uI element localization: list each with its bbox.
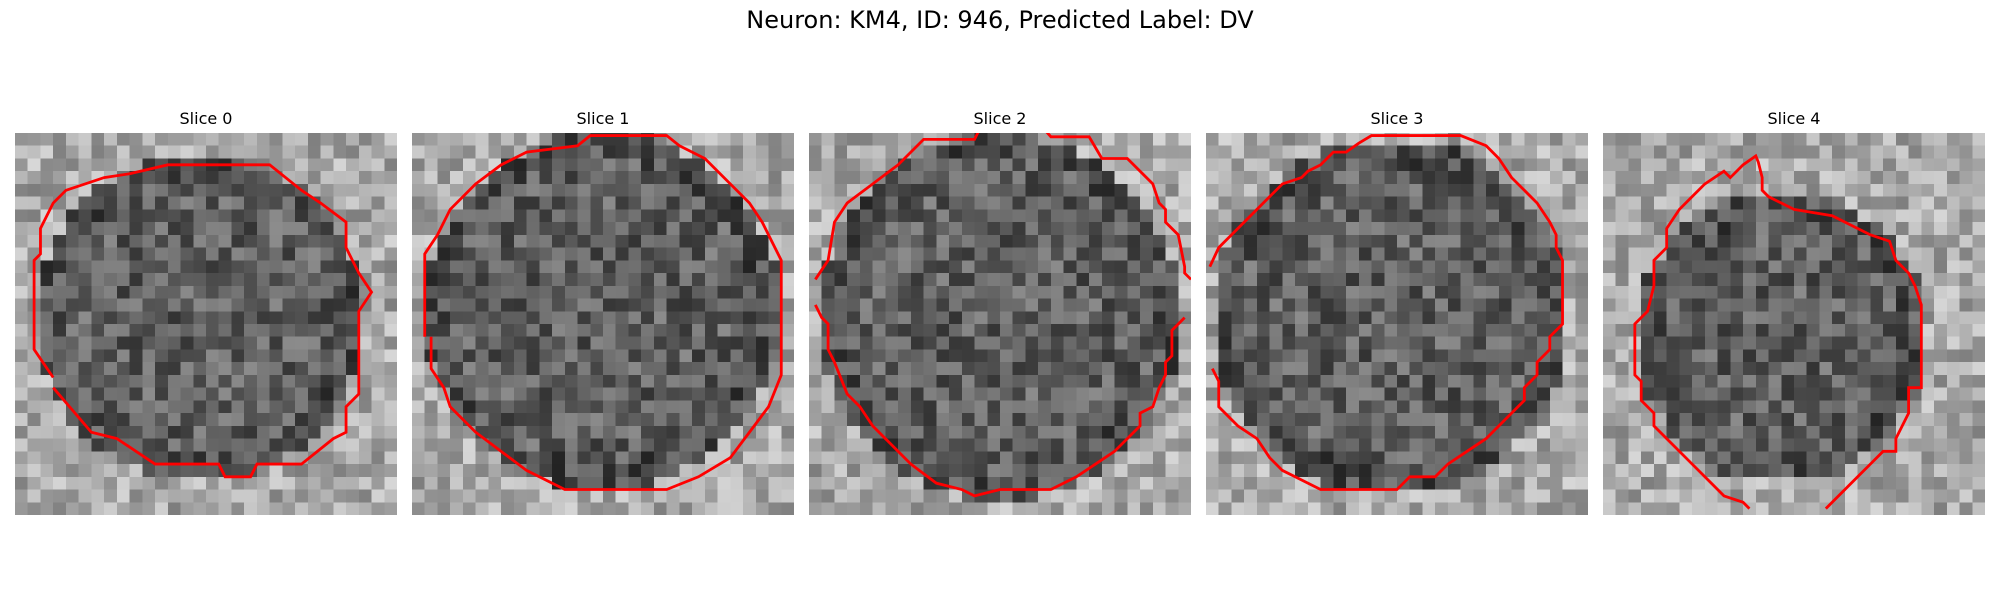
figure-title: Neuron: KM4, ID: 946, Predicted Label: D… [746, 6, 1254, 34]
slice-title-1: Slice 1 [576, 109, 630, 128]
slice-title-0: Slice 0 [179, 109, 233, 128]
segmentation-contour-0 [32, 163, 374, 479]
segmentation-contour-2b [1045, 133, 1191, 281]
slice-title-4: Slice 4 [1767, 109, 1821, 128]
slice-panel-1: Slice 1 [412, 108, 794, 515]
segmentation-contour-2c [814, 304, 1186, 498]
slice-image-0 [15, 133, 397, 515]
slice-panel-0: Slice 0 [15, 108, 397, 515]
segmentation-contour-1 [423, 134, 783, 491]
slice-image-1 [412, 133, 794, 515]
slice-title-3: Slice 3 [1370, 109, 1424, 128]
slice-image-2 [809, 133, 1191, 515]
slice-panel-4: Slice 4 [1603, 108, 1985, 515]
segmentation-contour-3 [1208, 134, 1564, 491]
segmentation-contour-4 [1633, 153, 1923, 510]
slice-title-2: Slice 2 [973, 109, 1027, 128]
segmentation-contour-2 [814, 133, 980, 281]
slice-image-4 [1603, 133, 1985, 515]
slice-panel-2: Slice 2 [809, 108, 1191, 515]
slice-image-3 [1206, 133, 1588, 515]
slice-panel-3: Slice 3 [1206, 108, 1588, 515]
